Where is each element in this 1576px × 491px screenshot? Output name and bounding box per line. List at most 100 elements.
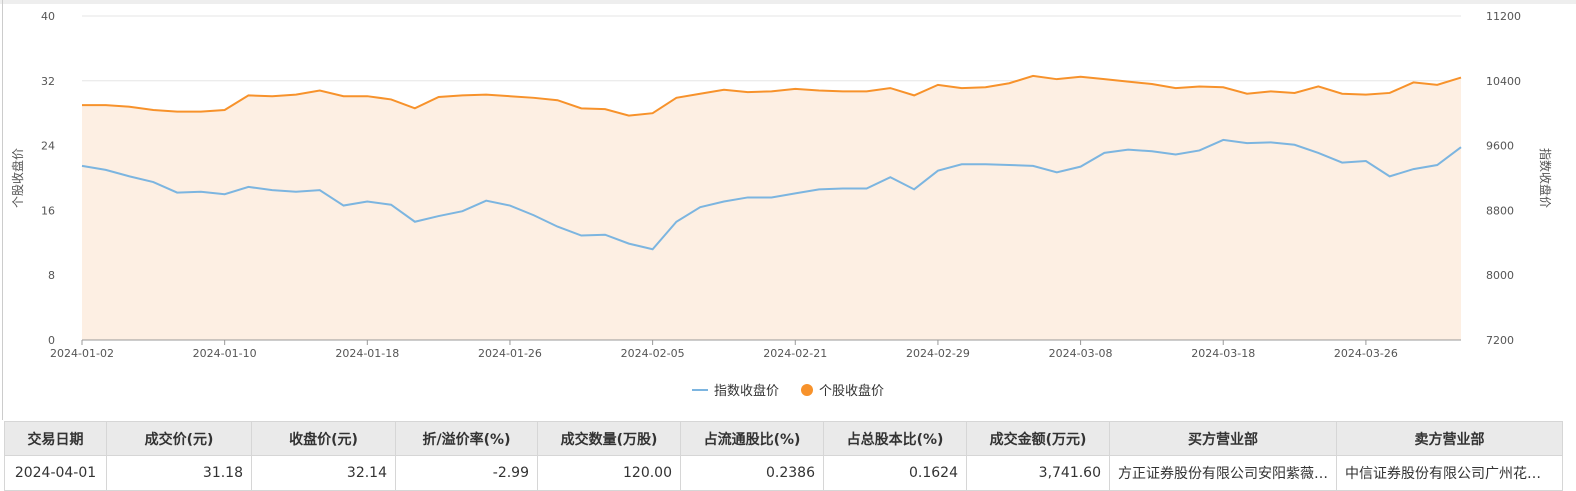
- y-right-tick-label: 10400: [1486, 75, 1521, 88]
- stock-point: [1364, 93, 1368, 97]
- index-point: [318, 188, 322, 192]
- table-row: 2024-04-01 31.18 32.14 -2.99 120.00 0.23…: [4, 455, 1563, 491]
- index-point: [508, 204, 512, 208]
- stock-point: [437, 95, 441, 99]
- stock-point: [912, 93, 916, 97]
- stock-point: [389, 97, 393, 101]
- stock-point: [1031, 74, 1035, 78]
- index-point: [1411, 167, 1415, 171]
- x-tick-label: 2024-03-18: [1191, 347, 1255, 360]
- header-trade-price[interactable]: 成交价(元): [106, 421, 252, 456]
- stock-point: [1079, 75, 1083, 79]
- stock-point: [342, 94, 346, 98]
- cell-close-price: 32.14: [251, 455, 396, 491]
- stock-point: [627, 114, 631, 118]
- chart-legend: 指数收盘价 个股收盘价: [0, 380, 1576, 399]
- index-point: [128, 174, 132, 178]
- header-premium-rate[interactable]: 折/溢价率(%): [395, 421, 538, 456]
- stock-point: [603, 107, 607, 111]
- index-point: [1126, 148, 1130, 152]
- header-float-ratio[interactable]: 占流通股比(%): [680, 421, 824, 456]
- stock-point: [151, 108, 155, 112]
- index-point: [342, 204, 346, 208]
- index-point: [532, 213, 536, 217]
- stock-point: [983, 85, 987, 89]
- stock-point: [1174, 86, 1178, 90]
- x-tick-label: 2024-02-29: [906, 347, 970, 360]
- stock-point: [128, 105, 132, 109]
- stock-point: [1293, 91, 1297, 95]
- index-point: [960, 162, 964, 166]
- cell-trade-date: 2024-04-01: [4, 455, 107, 491]
- stock-point: [888, 86, 892, 90]
- stock-point: [294, 93, 298, 97]
- index-point: [817, 187, 821, 191]
- index-point: [80, 164, 84, 168]
- legend-label-stock: 个股收盘价: [819, 384, 885, 399]
- index-point: [1055, 170, 1059, 174]
- stock-point: [746, 90, 750, 94]
- cell-buyer[interactable]: 方正证券股份有限公司安阳紫薇大道证券营业部: [1109, 455, 1337, 491]
- header-buyer[interactable]: 买方营业部: [1109, 421, 1337, 456]
- stock-point: [1411, 80, 1415, 84]
- index-point: [793, 191, 797, 195]
- index-point: [865, 187, 869, 191]
- price-chart: 2024-01-02 2024-01-10 2024-01-18 2024-01-26…: [10, 10, 1553, 360]
- x-tick-label: 2024-01-02: [50, 347, 114, 360]
- stock-point: [460, 93, 464, 97]
- stock-point: [674, 96, 678, 100]
- index-point: [460, 209, 464, 213]
- cell-amount: 3,741.60: [966, 455, 1110, 491]
- stock-point: [960, 86, 964, 90]
- header-trade-date[interactable]: 交易日期: [4, 421, 107, 456]
- y-left-tick-label: 24: [41, 140, 55, 153]
- index-point: [223, 192, 227, 196]
- stock-point: [80, 103, 84, 107]
- y-right-axis-title: 指数收盘价: [1538, 148, 1553, 208]
- header-volume[interactable]: 成交数量(万股): [537, 421, 681, 456]
- index-point: [841, 187, 845, 191]
- index-point: [770, 195, 774, 199]
- index-point: [912, 187, 916, 191]
- index-point: [1388, 174, 1392, 178]
- legend-item-stock[interactable]: 个股收盘价: [801, 380, 884, 399]
- legend-item-index[interactable]: 指数收盘价: [691, 380, 779, 399]
- index-point: [151, 180, 155, 184]
- index-point: [936, 169, 940, 173]
- stock-point: [1388, 91, 1392, 95]
- stock-point: [1316, 84, 1320, 88]
- legend-label-index: 指数收盘价: [713, 384, 779, 399]
- header-amount[interactable]: 成交金额(万元): [966, 421, 1110, 456]
- x-tick-label: 2024-03-08: [1049, 347, 1113, 360]
- y-left-tick-label: 32: [41, 75, 55, 88]
- cell-seller[interactable]: 中信证券股份有限公司广州花城大道证券营业部: [1336, 455, 1563, 491]
- index-point: [1316, 151, 1320, 155]
- stock-point: [1007, 81, 1011, 85]
- stock-price-line: [82, 74, 1462, 117]
- stock-point: [532, 96, 536, 100]
- y-left-tick-label: 8: [48, 269, 55, 282]
- index-point: [1269, 140, 1273, 144]
- index-point: [556, 225, 560, 229]
- stock-point: [1197, 84, 1201, 88]
- header-close-price[interactable]: 收盘价(元): [251, 421, 396, 456]
- stock-point: [698, 92, 702, 96]
- stock-point: [484, 93, 488, 97]
- stock-point: [793, 87, 797, 91]
- index-point: [484, 199, 488, 203]
- stock-point: [104, 103, 108, 107]
- index-point: [579, 234, 583, 238]
- index-point: [1340, 161, 1344, 165]
- index-point: [674, 220, 678, 224]
- header-total-ratio[interactable]: 占总股本比(%): [823, 421, 967, 456]
- stock-point: [770, 89, 774, 93]
- stock-point: [579, 106, 583, 110]
- header-seller[interactable]: 卖方营业部: [1336, 421, 1563, 456]
- index-point: [389, 203, 393, 207]
- index-point: [246, 185, 250, 189]
- index-point: [294, 190, 298, 194]
- stock-point: [841, 89, 845, 93]
- index-point: [1150, 149, 1154, 153]
- stock-point: [175, 110, 179, 114]
- stock-area-fill: [82, 75, 1461, 340]
